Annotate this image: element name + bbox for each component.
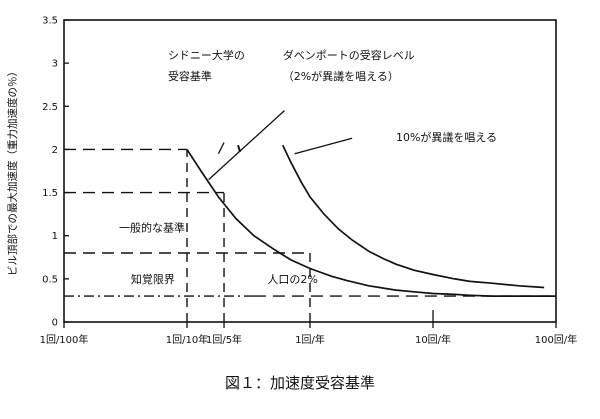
y-tick-label: 3 xyxy=(52,59,58,70)
y-tick-label: 1.5 xyxy=(42,188,58,199)
annotation-pointer xyxy=(208,110,285,181)
x-tick-label: 1回/10年 xyxy=(166,333,208,346)
series-line-curve xyxy=(186,148,556,297)
annotation-general: 一般的な基準 xyxy=(119,220,185,234)
y-tick-label: 1 xyxy=(52,231,58,242)
y-tick-label: 0.5 xyxy=(42,274,58,285)
figure-caption: 図１：加速度受容基準 xyxy=(225,374,375,392)
annotation-sydney: 受容基準 xyxy=(168,69,212,83)
y-tick-label: 3.5 xyxy=(42,16,58,27)
annotation-davenport: ダベンポートの受容レベル xyxy=(283,48,415,62)
annotation-pointer xyxy=(294,137,353,155)
y-tick-label: 2.5 xyxy=(42,102,58,113)
x-tick-label: 10回/年 xyxy=(415,333,451,346)
annotation-perception: 知覚限界 xyxy=(131,272,175,286)
annotation-ten_percent: 10%が異議を唱える xyxy=(396,130,497,144)
y-tick-label: 0 xyxy=(52,318,58,329)
annotation-sydney: シドニー大学の xyxy=(168,48,245,62)
x-tick-label: 1回/年 xyxy=(295,333,325,346)
y-tick-label: 2 xyxy=(52,145,58,156)
annotation-davenport: （2%が異議を唱える） xyxy=(283,69,399,83)
annotation-population: 人口の2% xyxy=(267,273,317,286)
x-tick-label: 1回/100年 xyxy=(40,333,89,346)
x-tick-label: 1回/5年 xyxy=(206,333,242,346)
x-tick-label: 100回/年 xyxy=(535,333,577,346)
y-axis-label: ビル頂部での最大加速度（重力加速度の％） xyxy=(6,66,19,276)
series-line-curve xyxy=(281,144,545,289)
annotation-pointer xyxy=(217,142,225,155)
